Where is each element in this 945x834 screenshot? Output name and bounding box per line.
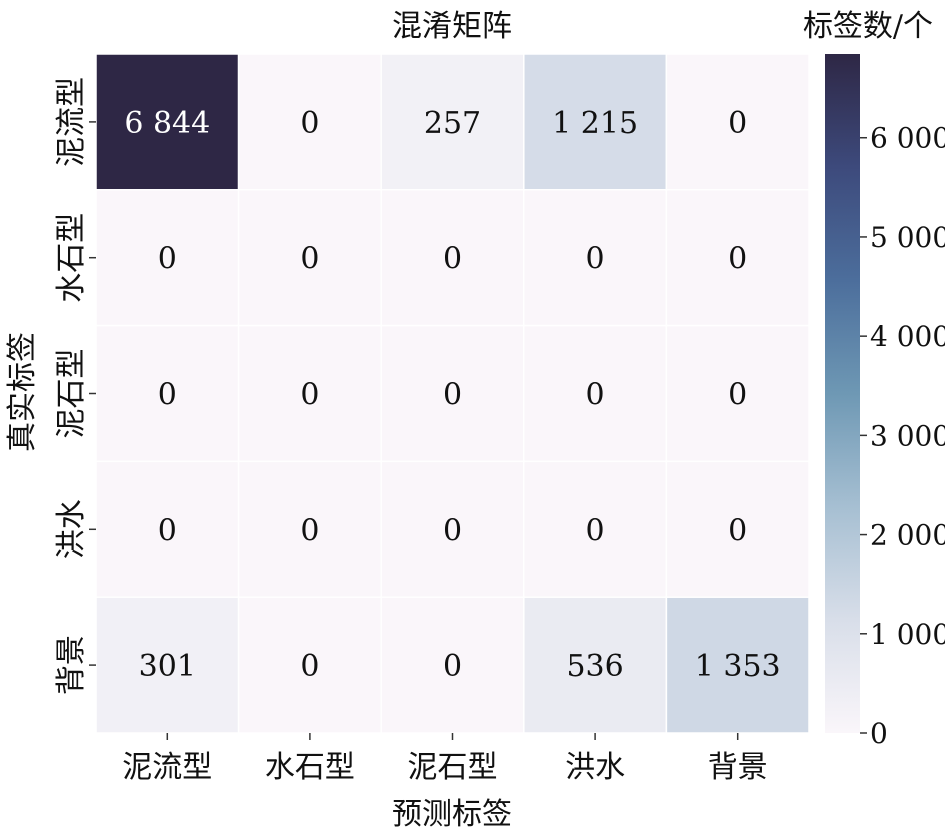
colorbar-tick-label: 3 000 [870,419,945,452]
colorbar-tick-label: 0 [870,717,888,750]
cell-value-label: 0 [158,242,177,277]
cell-value-label: 0 [300,378,319,413]
y-tick-label: 背景 [54,635,89,695]
cell-value-label: 0 [300,649,319,684]
heatmap-cell [237,53,382,191]
heatmap-cell [665,189,810,327]
colorbar-ticks: 0 1 000 2 000 3 000 4 000 5 000 6 000 [860,122,945,750]
colorbar-tick-label: 1 000 [870,618,945,651]
heatmap-cell [95,596,240,734]
colorbar [825,54,860,733]
cell-value-label: 301 [139,649,196,684]
x-tick-label: 泥流型 [122,750,212,785]
cell-value-label: 0 [300,513,319,548]
heatmap-cell-labels: 6 844 0 257 1 215 0 0 0 0 0 0 0 0 0 0 0 0 0 0 0 0 301 0 0 536 1 … [124,106,780,684]
cell-value-label: 0 [300,106,319,141]
cell-value-label: 0 [443,378,462,413]
heatmap-cell [380,324,525,463]
heatmap-cell [523,324,668,463]
heatmap-cell [380,460,525,598]
x-axis-title: 预测标签 [392,797,512,832]
cell-value-label: 0 [586,513,605,548]
cell-value-label: 0 [586,378,605,413]
y-tick-label: 洪水 [54,499,89,559]
cell-value-label: 0 [728,513,747,548]
heatmap-cell [380,53,525,191]
cell-value-label: 1 215 [552,106,638,141]
cell-value-label: 0 [443,649,462,684]
cell-value-label: 1 353 [695,649,781,684]
cell-value-label: 0 [728,106,747,141]
heatmap-cell [380,189,525,327]
cell-value-label: 536 [566,649,623,684]
colorbar-title: 标签数/个 [803,9,933,44]
x-tick-label: 洪水 [565,750,625,785]
x-tick-label: 水石型 [265,750,355,785]
heatmap-cell [237,596,382,734]
heatmap-cell [237,324,382,463]
cell-value-label: 0 [586,242,605,277]
cell-value-label: 0 [158,378,177,413]
y-axis-title: 真实标签 [5,332,40,452]
cell-value-label: 257 [424,106,481,141]
colorbar-tick-label: 4 000 [870,320,945,353]
cell-value-label: 6 844 [124,106,210,141]
heatmap-cell [380,596,525,734]
y-tick-label: 泥石型 [54,349,89,439]
x-tick-label: 背景 [708,750,768,785]
colorbar-tick-label: 6 000 [870,122,945,155]
heatmap-cell [95,189,240,327]
heatmap-cell [95,53,240,191]
y-tick-label: 泥流型 [54,77,89,167]
cell-value-label: 0 [443,242,462,277]
heatmap-cell [665,53,810,191]
cell-value-label: 0 [728,242,747,277]
cell-value-label: 0 [158,513,177,548]
cell-value-label: 0 [443,513,462,548]
x-tick-label: 泥石型 [408,750,498,785]
chart-title: 混淆矩阵 [392,9,512,44]
heatmap-cell [523,460,668,598]
heatmap-cell [665,460,810,598]
heatmap-cell [237,460,382,598]
y-tick-label: 水石型 [54,213,89,303]
heatmap-cell [665,596,810,734]
colorbar-tick-label: 5 000 [870,221,945,254]
cell-value-label: 0 [300,242,319,277]
heatmap-cell [665,324,810,463]
cell-value-label: 0 [728,378,747,413]
colorbar-tick-label: 2 000 [870,519,945,552]
heatmap-cell [523,53,668,191]
heatmap-cells [95,53,810,734]
x-axis-ticks: 泥流型 水石型 泥石型 洪水 背景 [122,733,768,785]
